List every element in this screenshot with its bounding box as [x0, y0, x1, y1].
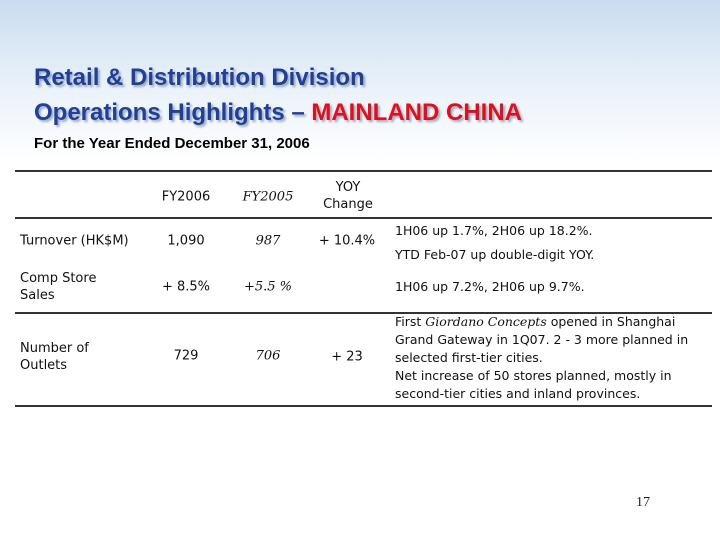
cell: 1,090 — [167, 233, 205, 249]
rule — [15, 217, 712, 219]
cell: + 8.5% — [161, 279, 211, 295]
column-header: FY2006 — [161, 189, 211, 205]
notes: First Giordano Concepts opened in Shangh… — [395, 313, 710, 403]
note: Net increase of 50 stores planned, mostl… — [395, 368, 672, 401]
cell: 706 — [255, 348, 281, 364]
column-header: FY2005 — [242, 189, 294, 205]
cell: + 23 — [331, 349, 363, 365]
title-line: Operations Highlights – MAINLAND CHINA — [34, 99, 522, 127]
notes: 1H06 up 1.7%, 2H06 up 18.2%. YTD Feb-07 … — [395, 219, 710, 267]
note: YTD Feb-07 up double-digit YOY. — [395, 247, 595, 262]
row-label: Turnover (HK$M) — [20, 233, 129, 249]
row-label: Comp Store Sales — [20, 271, 97, 303]
column-header: YOY Change — [323, 180, 373, 212]
note: 1H06 up 1.7%, 2H06 up 18.2%. — [395, 223, 593, 238]
title-highlight: MAINLAND CHINA — [311, 99, 523, 126]
subtitle: For the Year Ended December 31, 2006 — [34, 135, 310, 152]
notes: 1H06 up 7.2%, 2H06 up 9.7%. — [395, 278, 710, 296]
note: 1H06 up 7.2%, 2H06 up 9.7%. — [395, 279, 585, 294]
cell: 987 — [255, 233, 281, 249]
page-number: 17 — [636, 495, 650, 510]
cell: + 10.4% — [318, 233, 376, 249]
note-emphasis: Giordano Concepts — [425, 314, 547, 329]
note: First Giordano Concepts opened in Shangh… — [395, 313, 710, 367]
title-line: Retail & Distribution Division — [34, 64, 365, 91]
rule — [15, 405, 712, 407]
rule — [15, 170, 712, 172]
cell: +5.5 % — [243, 279, 293, 295]
note-text: opened in Shanghai Grand Gateway in 1Q07… — [395, 314, 689, 365]
title-text: Operations Highlights – — [34, 99, 312, 126]
rule — [15, 312, 712, 314]
note-text: First — [395, 314, 426, 329]
row-label: Number of Outlets — [20, 341, 89, 373]
cell: 729 — [173, 348, 199, 364]
